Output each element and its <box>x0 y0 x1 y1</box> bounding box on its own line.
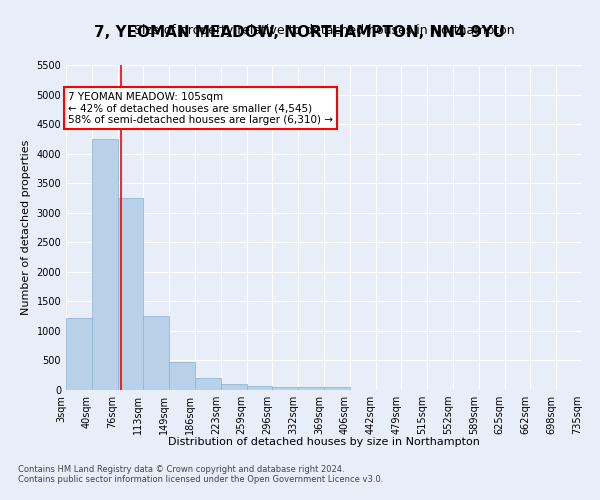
Bar <box>247 386 272 390</box>
Text: 7 YEOMAN MEADOW: 105sqm
← 42% of detached houses are smaller (4,545)
58% of semi: 7 YEOMAN MEADOW: 105sqm ← 42% of detache… <box>68 92 333 125</box>
Bar <box>324 387 350 390</box>
Text: 7, YEOMAN MEADOW, NORTHAMPTON, NN4 9YU: 7, YEOMAN MEADOW, NORTHAMPTON, NN4 9YU <box>95 25 505 40</box>
Bar <box>298 387 324 390</box>
Bar <box>92 139 118 390</box>
Bar <box>272 387 298 390</box>
Bar <box>195 378 221 390</box>
Bar <box>143 316 169 390</box>
Text: Contains public sector information licensed under the Open Government Licence v3: Contains public sector information licen… <box>18 476 383 484</box>
Bar <box>221 384 247 390</box>
Bar <box>118 198 143 390</box>
Title: Size of property relative to detached houses in Northampton: Size of property relative to detached ho… <box>134 24 514 38</box>
Text: Contains HM Land Registry data © Crown copyright and database right 2024.: Contains HM Land Registry data © Crown c… <box>18 466 344 474</box>
Bar <box>66 318 92 390</box>
X-axis label: Distribution of detached houses by size in Northampton: Distribution of detached houses by size … <box>168 437 480 447</box>
Y-axis label: Number of detached properties: Number of detached properties <box>21 140 31 315</box>
Bar <box>169 362 195 390</box>
